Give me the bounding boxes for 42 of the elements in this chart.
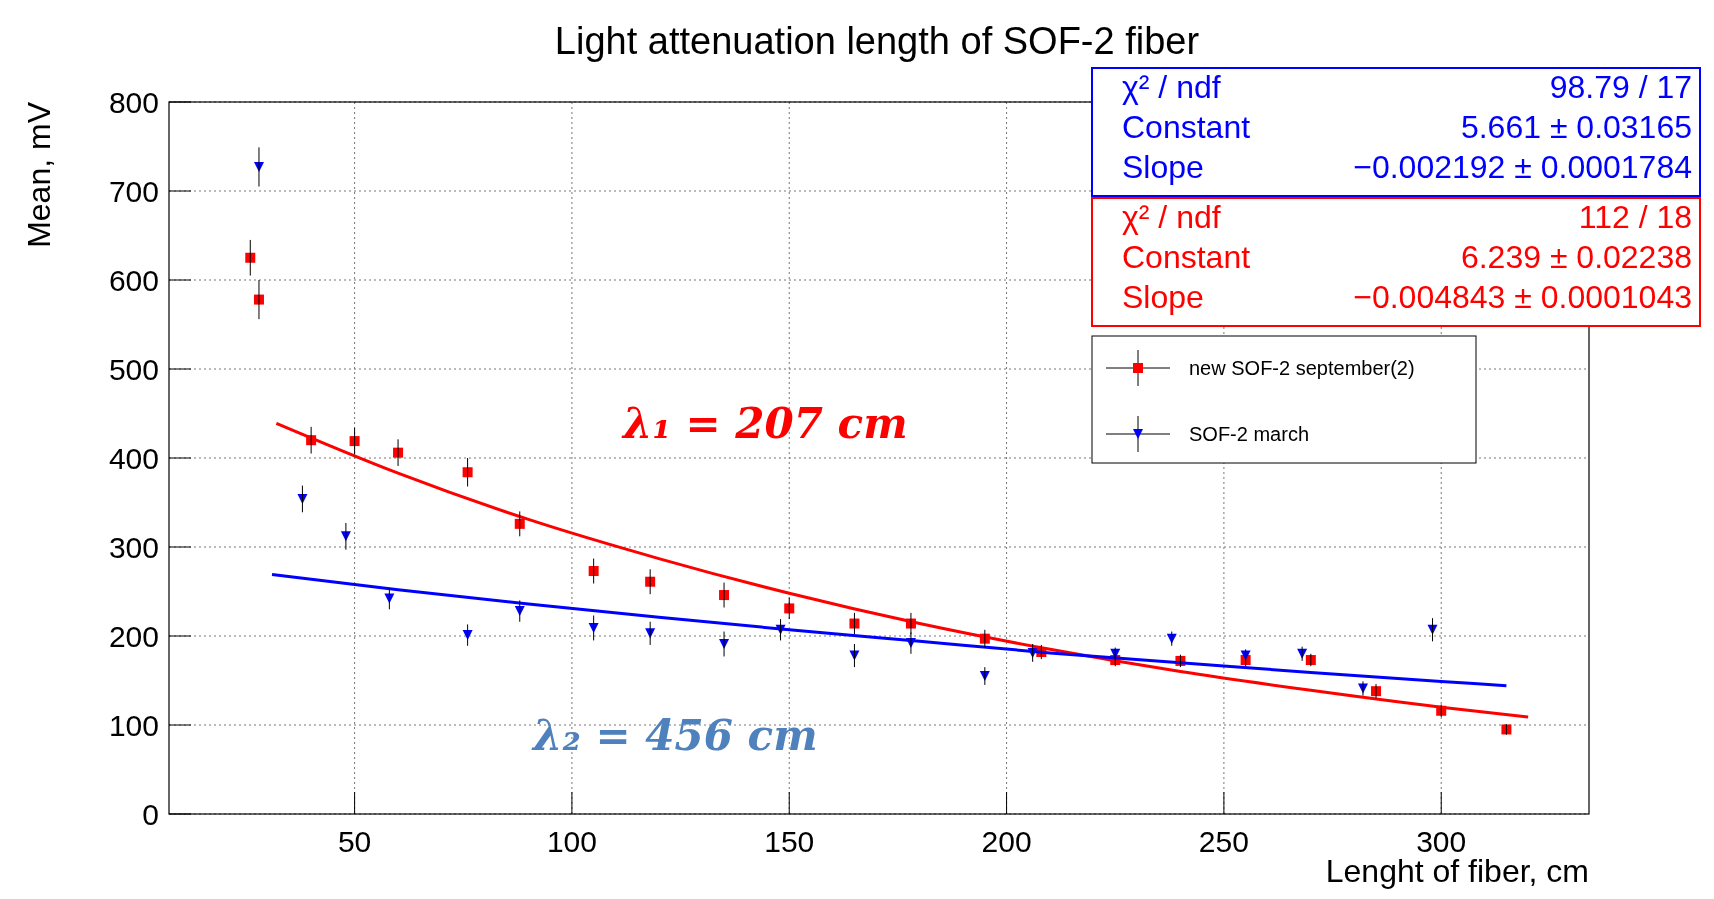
point — [462, 467, 473, 478]
annotation: Constant — [1122, 239, 1251, 275]
y-tick-label: 500 — [108, 353, 159, 386]
point — [349, 436, 360, 447]
annotation: Constant — [1122, 109, 1251, 145]
y-tick-label: 700 — [108, 175, 159, 208]
point — [784, 603, 795, 614]
y-axis-title: Mean, mV — [21, 101, 57, 248]
annotation: −0.002192 ± 0.0001784 — [1353, 149, 1692, 185]
line-series — [270, 573, 1508, 688]
annotation: λ₁ = 207 cm — [621, 399, 908, 448]
y-tick-label: 300 — [108, 531, 159, 564]
annotation: 98.79 / 17 — [1549, 69, 1692, 105]
point — [1501, 724, 1512, 735]
y-tick-label: 0 — [142, 798, 159, 831]
legend-label: new SOF-2 september(2) — [1189, 357, 1415, 379]
point — [245, 252, 256, 263]
point — [588, 566, 599, 577]
legend-label: SOF-2 march — [1189, 423, 1310, 445]
annotation: Slope — [1122, 279, 1204, 315]
annotation: 112 / 18 — [1578, 199, 1692, 235]
x-tick-label: 50 — [337, 825, 372, 858]
annotation: Slope — [1122, 149, 1204, 185]
point — [645, 576, 656, 587]
annotation: 5.661 ± 0.03165 — [1460, 109, 1692, 145]
y-tick-label: 400 — [108, 442, 159, 475]
annotation: χ² / ndf — [1122, 199, 1221, 235]
y-tick-label: 800 — [108, 86, 159, 119]
y-tick-label: 100 — [108, 709, 159, 742]
x-tick-label: 200 — [981, 825, 1032, 858]
y-tick-label: 200 — [108, 620, 159, 653]
chart-title: Light attenuation length of SOF-2 fiber — [554, 20, 1200, 62]
annotation: 6.239 ± 0.02238 — [1460, 239, 1692, 275]
point — [1305, 655, 1316, 666]
annotation: χ² / ndf — [1122, 69, 1221, 105]
x-tick-label: 250 — [1198, 825, 1249, 858]
x-tick-label: 150 — [764, 825, 815, 858]
annotation: λ₂ = 456 cm — [531, 711, 818, 760]
point — [849, 618, 860, 629]
x-tick-label: 100 — [546, 825, 597, 858]
y-tick-label: 600 — [108, 264, 159, 297]
annotation: −0.004843 ± 0.0001043 — [1353, 279, 1692, 315]
